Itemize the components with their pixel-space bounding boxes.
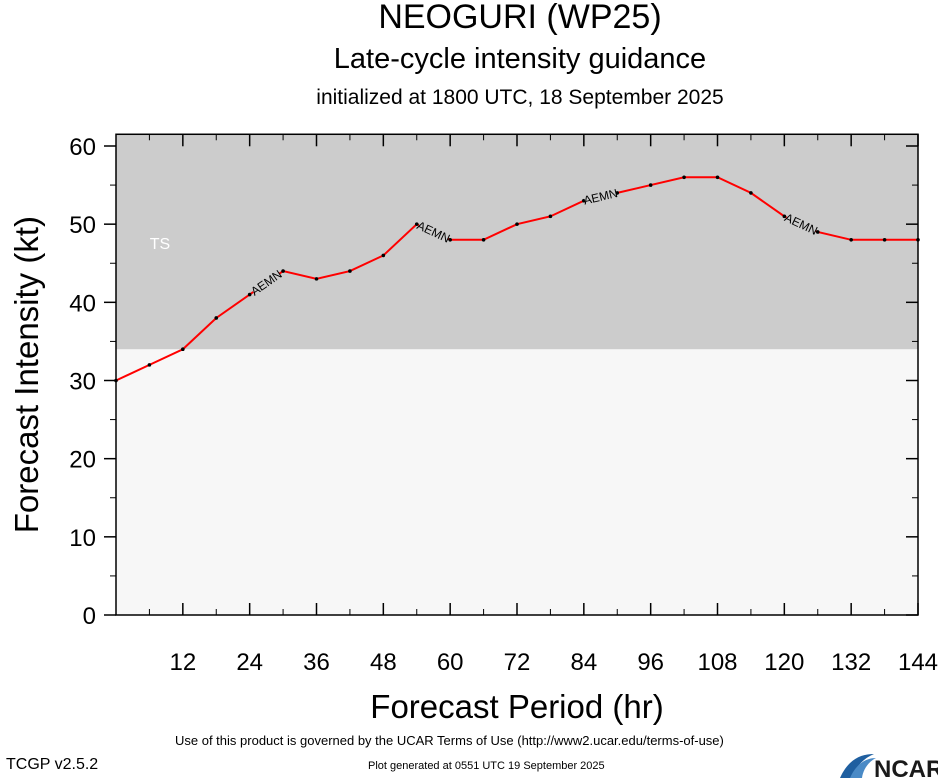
x-tick-label: 12 [169, 649, 196, 676]
y-tick-label: 10 [69, 525, 96, 552]
y-tick-label: 40 [69, 290, 96, 317]
data-point [481, 238, 486, 242]
data-point [247, 292, 252, 297]
data-point [615, 191, 620, 195]
data-point [214, 316, 219, 320]
x-tick-label: 36 [303, 649, 330, 676]
data-point [147, 363, 152, 367]
data-point [448, 238, 452, 242]
data-point [314, 277, 319, 281]
x-tick-label: 108 [697, 649, 737, 676]
series-label-bg [583, 187, 618, 207]
data-point [348, 269, 352, 273]
data-point [682, 175, 686, 180]
chart-subtitle: Late-cycle intensity guidance [333, 43, 707, 75]
data-point [749, 191, 753, 195]
ts-band [116, 134, 918, 350]
x-tick-label: 84 [570, 649, 597, 676]
data-point [715, 175, 720, 180]
data-point [882, 238, 887, 242]
ncar-logo-icon: NCAR [840, 754, 938, 780]
data-point [181, 347, 185, 352]
x-axis-title: Forecast Period (hr) [370, 688, 663, 725]
data-point [648, 183, 653, 187]
x-tick-label: 24 [236, 649, 263, 676]
y-tick-label: 60 [69, 134, 96, 161]
background-bands: TS [116, 134, 918, 615]
data-point [582, 198, 586, 203]
x-tick-label: 60 [437, 649, 464, 676]
y-tick-label: 0 [83, 603, 96, 630]
generated-time: Plot generated at 0551 UTC 19 September … [368, 760, 605, 772]
data-point [414, 222, 419, 226]
x-tick-label: 144 [898, 649, 938, 676]
x-tick-label: 120 [764, 649, 804, 676]
data-point [782, 214, 787, 219]
ncar-logo-text: NCAR [874, 756, 938, 780]
x-tick-label: 132 [831, 649, 871, 676]
data-point [548, 214, 553, 219]
data-point [849, 238, 853, 242]
x-tick-label: 72 [504, 649, 531, 676]
x-tick-label: 48 [370, 649, 397, 676]
terms-of-use: Use of this product is governed by the U… [175, 733, 724, 748]
chart-title: NEOGURI (WP25) [378, 0, 662, 36]
y-tick-label: 30 [69, 369, 96, 396]
x-tick-label: 96 [637, 649, 664, 676]
version-label: TCGP v2.5.2 [6, 756, 99, 773]
ts-band-label: TS [150, 236, 170, 253]
below-ts-band [116, 349, 918, 615]
series-label-bg [416, 219, 451, 245]
y-tick-label: 50 [69, 212, 96, 239]
data-point [515, 222, 519, 226]
y-tick-label: 20 [69, 447, 96, 474]
data-point [281, 269, 285, 273]
series-label-bg [784, 211, 819, 237]
series-label-bg [249, 268, 283, 297]
axis-ticks: 12 24 36 48 60 72 84 96 108 120 132 144 0 10 20 30 40 50 6… [69, 134, 938, 676]
plot-frame [115, 133, 919, 616]
data-point [381, 253, 386, 258]
init-time: initialized at 1800 UTC, 18 September 20… [316, 86, 724, 109]
y-axis-title: Forecast Intensity (kt) [8, 216, 45, 533]
data-point [815, 230, 820, 234]
